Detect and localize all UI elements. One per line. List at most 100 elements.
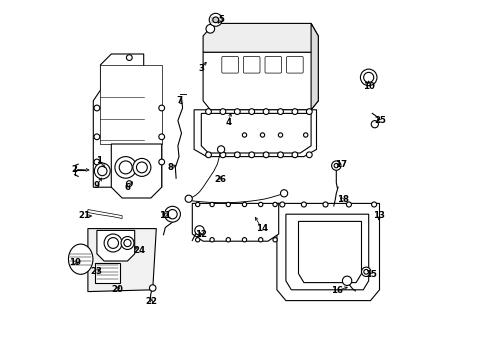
Circle shape bbox=[104, 234, 122, 252]
Circle shape bbox=[98, 166, 107, 176]
Circle shape bbox=[220, 152, 225, 158]
Circle shape bbox=[242, 238, 246, 242]
Polygon shape bbox=[310, 23, 318, 110]
Text: 26: 26 bbox=[214, 175, 225, 184]
Circle shape bbox=[195, 202, 200, 207]
Circle shape bbox=[361, 267, 370, 276]
Circle shape bbox=[303, 133, 307, 137]
Text: 7: 7 bbox=[176, 96, 182, 105]
Circle shape bbox=[209, 238, 214, 242]
Circle shape bbox=[363, 72, 373, 82]
Polygon shape bbox=[88, 229, 156, 292]
Circle shape bbox=[278, 133, 282, 137]
Text: 16: 16 bbox=[331, 286, 343, 295]
Circle shape bbox=[306, 152, 311, 158]
Text: 4: 4 bbox=[225, 118, 231, 127]
Circle shape bbox=[185, 195, 192, 202]
Circle shape bbox=[149, 285, 156, 291]
Circle shape bbox=[205, 24, 214, 33]
Text: 6: 6 bbox=[124, 184, 130, 192]
Polygon shape bbox=[192, 203, 278, 241]
Circle shape bbox=[225, 202, 230, 207]
Text: 2: 2 bbox=[71, 165, 78, 174]
Text: 17: 17 bbox=[334, 161, 346, 169]
Ellipse shape bbox=[68, 244, 93, 274]
Circle shape bbox=[205, 152, 211, 158]
Text: 12: 12 bbox=[195, 230, 207, 239]
Circle shape bbox=[258, 238, 263, 242]
Circle shape bbox=[217, 146, 224, 153]
Text: 8: 8 bbox=[167, 163, 173, 172]
Circle shape bbox=[258, 202, 263, 207]
Text: 22: 22 bbox=[145, 297, 157, 306]
Circle shape bbox=[195, 238, 200, 242]
Polygon shape bbox=[95, 263, 120, 283]
Polygon shape bbox=[298, 221, 361, 283]
Circle shape bbox=[291, 152, 297, 158]
Circle shape bbox=[126, 55, 132, 60]
Circle shape bbox=[119, 161, 132, 174]
Text: 11: 11 bbox=[158, 211, 170, 220]
Circle shape bbox=[164, 206, 180, 222]
Polygon shape bbox=[167, 211, 178, 218]
Circle shape bbox=[126, 181, 132, 186]
Circle shape bbox=[212, 17, 218, 23]
Circle shape bbox=[263, 152, 268, 158]
Text: 9: 9 bbox=[94, 181, 100, 190]
Circle shape bbox=[115, 157, 136, 178]
Text: 25: 25 bbox=[374, 116, 386, 125]
Circle shape bbox=[94, 134, 100, 140]
Text: 20: 20 bbox=[112, 285, 123, 294]
Circle shape bbox=[136, 162, 147, 173]
Circle shape bbox=[133, 158, 151, 176]
Circle shape bbox=[342, 276, 351, 285]
Polygon shape bbox=[194, 110, 316, 157]
Polygon shape bbox=[88, 210, 122, 219]
Polygon shape bbox=[203, 52, 318, 110]
Circle shape bbox=[306, 109, 311, 114]
Circle shape bbox=[159, 134, 164, 140]
Polygon shape bbox=[285, 214, 368, 290]
Text: 15: 15 bbox=[365, 270, 376, 279]
Circle shape bbox=[363, 269, 368, 274]
Polygon shape bbox=[111, 144, 162, 198]
Text: 1: 1 bbox=[96, 156, 102, 165]
Circle shape bbox=[242, 202, 246, 207]
Circle shape bbox=[167, 210, 177, 219]
Circle shape bbox=[159, 105, 164, 111]
Polygon shape bbox=[203, 23, 318, 52]
Circle shape bbox=[263, 109, 268, 114]
Circle shape bbox=[242, 133, 246, 137]
Circle shape bbox=[360, 69, 376, 86]
Circle shape bbox=[194, 226, 204, 235]
Circle shape bbox=[94, 159, 100, 165]
Circle shape bbox=[234, 152, 240, 158]
Circle shape bbox=[331, 161, 340, 170]
Circle shape bbox=[225, 238, 230, 242]
Circle shape bbox=[277, 152, 283, 158]
FancyBboxPatch shape bbox=[222, 57, 238, 73]
Circle shape bbox=[121, 237, 134, 249]
Text: 5: 5 bbox=[218, 15, 224, 24]
Circle shape bbox=[346, 202, 351, 207]
Circle shape bbox=[220, 109, 225, 114]
Circle shape bbox=[248, 109, 254, 114]
Circle shape bbox=[209, 13, 222, 26]
Circle shape bbox=[94, 105, 100, 111]
Circle shape bbox=[107, 238, 118, 248]
Text: 14: 14 bbox=[255, 224, 267, 233]
Circle shape bbox=[301, 202, 306, 207]
Text: 3: 3 bbox=[198, 64, 204, 73]
Circle shape bbox=[279, 202, 284, 207]
FancyBboxPatch shape bbox=[101, 65, 162, 144]
Circle shape bbox=[248, 152, 254, 158]
Text: 21: 21 bbox=[78, 211, 90, 220]
Circle shape bbox=[291, 109, 297, 114]
FancyBboxPatch shape bbox=[243, 57, 260, 73]
Circle shape bbox=[277, 109, 283, 114]
Polygon shape bbox=[97, 230, 134, 261]
Circle shape bbox=[159, 159, 164, 165]
Circle shape bbox=[234, 109, 240, 114]
Text: 10: 10 bbox=[362, 82, 374, 91]
FancyBboxPatch shape bbox=[264, 57, 281, 73]
